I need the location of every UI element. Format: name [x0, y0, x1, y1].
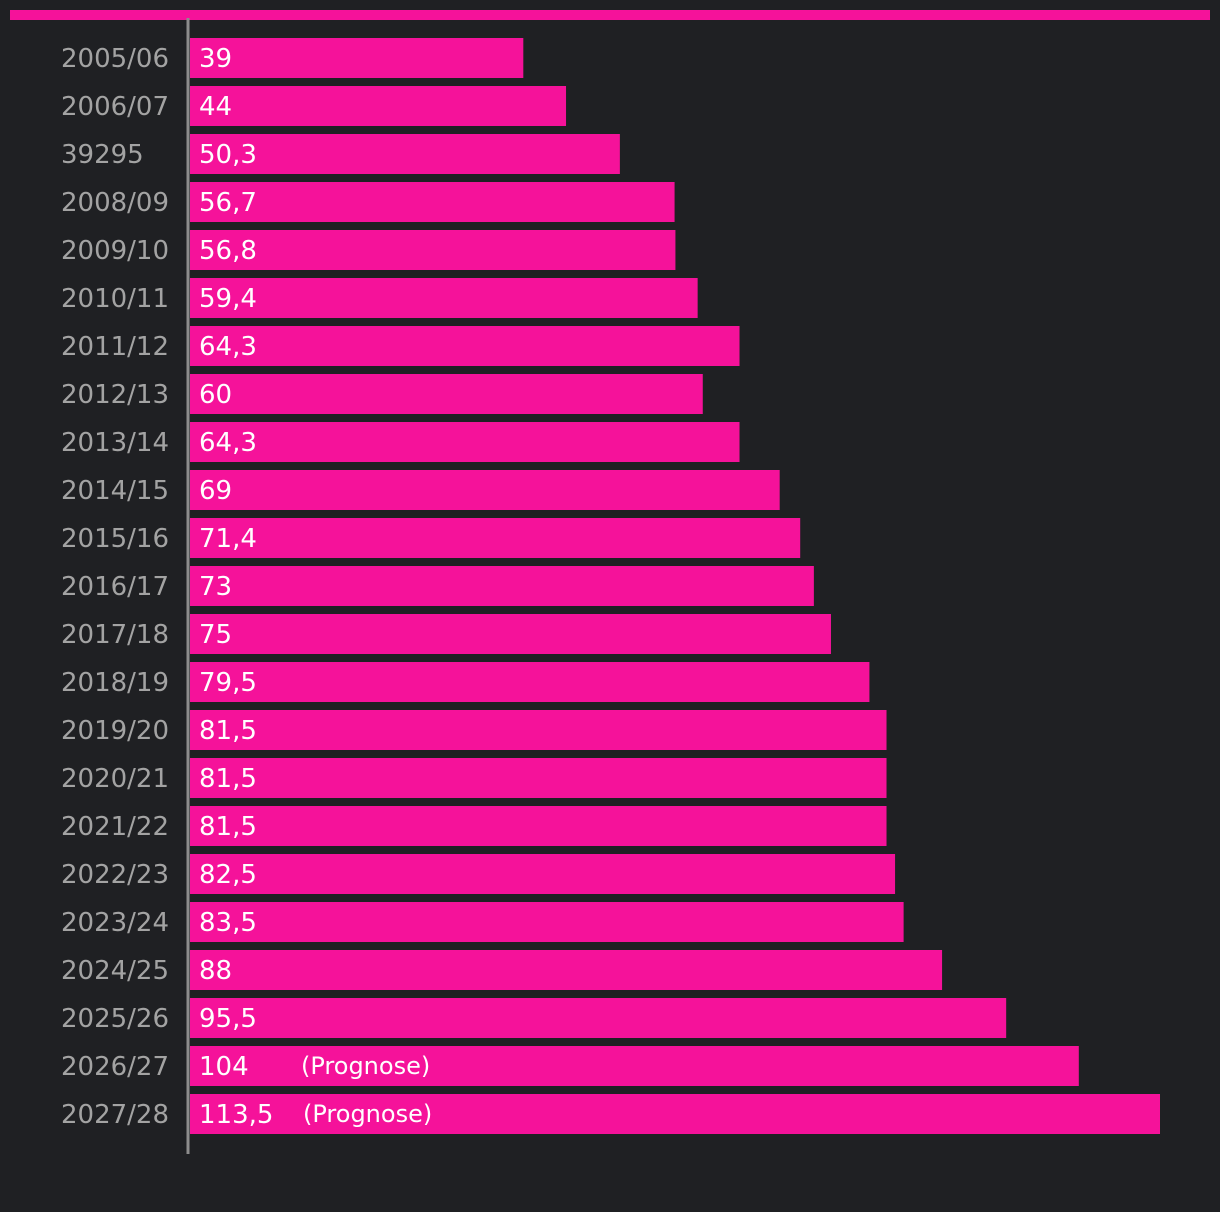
value-label: 81,5 [199, 764, 257, 794]
value-label: 60 [199, 380, 232, 410]
prognose-annotation: (Prognose) [301, 1052, 430, 1080]
value-label: 79,5 [199, 668, 257, 698]
bar [190, 38, 524, 78]
bar [190, 566, 814, 606]
category-label: 2010/11 [61, 284, 169, 314]
category-label: 2017/18 [61, 620, 169, 650]
bar [190, 86, 567, 126]
value-label: 59,4 [199, 284, 257, 314]
bar [190, 230, 676, 270]
bars [190, 38, 1160, 1134]
category-label: 2020/21 [61, 764, 169, 794]
bar [190, 326, 740, 366]
category-label: 2006/07 [61, 92, 169, 122]
category-label: 2024/25 [61, 956, 169, 986]
bar [190, 278, 698, 318]
bar [190, 518, 801, 558]
value-label: 95,5 [199, 1004, 257, 1034]
category-label: 2012/13 [61, 380, 169, 410]
category-label: 2026/27 [61, 1052, 169, 1082]
category-label: 2022/23 [61, 860, 169, 890]
annotations: (Prognose) (Prognose) [301, 1052, 432, 1128]
value-label: 73 [199, 572, 232, 602]
value-label: 81,5 [199, 716, 257, 746]
category-label: 2008/09 [61, 188, 169, 218]
category-label: 2027/28 [61, 1100, 169, 1130]
prognose-annotation: (Prognose) [303, 1100, 432, 1128]
category-label: 2019/20 [61, 716, 169, 746]
bar [190, 950, 943, 990]
value-label: 82,5 [199, 860, 257, 890]
bar [190, 422, 740, 462]
category-label: 2013/14 [61, 428, 169, 458]
category-label: 2021/22 [61, 812, 169, 842]
value-label: 81,5 [199, 812, 257, 842]
category-label: 39295 [61, 140, 144, 170]
category-labels: 2005/06 2006/07 39295 2008/09 2009/10 2010/11… [61, 44, 169, 1130]
bar [190, 614, 831, 654]
value-label: 64,3 [199, 428, 257, 458]
bar [190, 470, 780, 510]
bar [190, 998, 1007, 1038]
category-label: 2005/06 [61, 44, 169, 74]
value-labels: 39 44 50,3 56,7 56,8 59,4 64,3 60 64,3 69 71,4 73 75… [199, 44, 273, 1130]
category-label: 2018/19 [61, 668, 169, 698]
value-label: 64,3 [199, 332, 257, 362]
value-label: 39 [199, 44, 232, 74]
category-label: 2025/26 [61, 1004, 169, 1034]
value-label: 69 [199, 476, 232, 506]
category-label: 2011/12 [61, 332, 169, 362]
bar [190, 662, 870, 702]
bar [190, 806, 887, 846]
category-label: 2016/17 [61, 572, 169, 602]
value-label: 50,3 [199, 140, 257, 170]
value-label: 56,8 [199, 236, 257, 266]
bar [190, 758, 887, 798]
bar [190, 182, 675, 222]
category-label: 2014/15 [61, 476, 169, 506]
value-label: 88 [199, 956, 232, 986]
value-label: 56,7 [199, 188, 257, 218]
value-label: 44 [199, 92, 232, 122]
category-label: 2023/24 [61, 908, 169, 938]
value-label: 71,4 [199, 524, 257, 554]
category-label: 2009/10 [61, 236, 169, 266]
bar [190, 1046, 1079, 1086]
bar [190, 374, 703, 414]
value-label: 75 [199, 620, 232, 650]
value-label: 83,5 [199, 908, 257, 938]
bar [190, 710, 887, 750]
bar [190, 854, 896, 894]
bar [190, 134, 620, 174]
top-rule [10, 10, 1210, 20]
value-label: 113,5 [199, 1100, 273, 1130]
value-label: 104 [199, 1052, 249, 1082]
bar [190, 1094, 1160, 1134]
bar [190, 902, 904, 942]
category-label: 2015/16 [61, 524, 169, 554]
